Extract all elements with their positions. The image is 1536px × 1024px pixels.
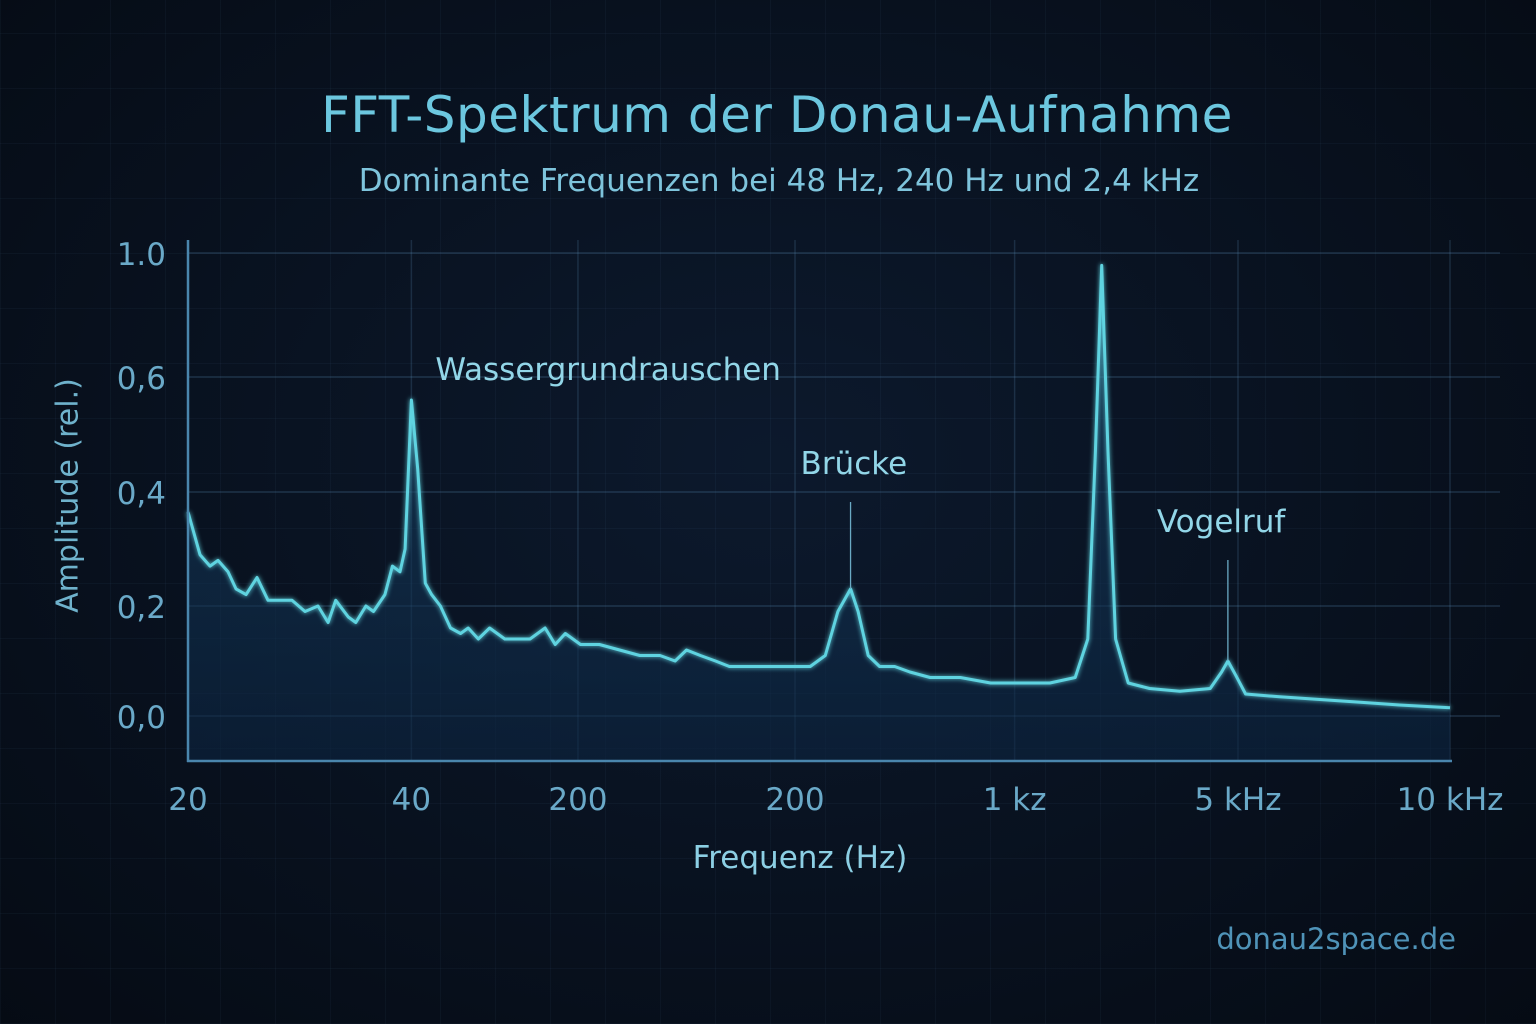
y-tick-label: 0,0 [117, 700, 166, 736]
annotation-label: Brücke [801, 446, 908, 482]
chart-subtitle: Dominante Frequenzen bei 48 Hz, 240 Hz u… [358, 163, 1200, 199]
x-tick-label: 200 [765, 782, 824, 818]
credit-link[interactable]: donau2space.de [1216, 922, 1456, 956]
y-tick-label: 0,4 [117, 476, 166, 512]
x-tick-label: 10 kHz [1397, 782, 1504, 818]
annotation-label: Wassergrundrauschen [435, 352, 781, 388]
x-tick-label: 20 [168, 782, 207, 818]
x-tick-label: 5 kHz [1194, 782, 1281, 818]
annotation-label: Vogelruf [1157, 504, 1287, 540]
x-tick-label: 200 [548, 782, 607, 818]
y-tick-label: 1.0 [117, 237, 166, 273]
spectrum-line [186, 263, 1451, 710]
x-tick-label: 40 [392, 782, 431, 818]
y-tick-label: 0,2 [117, 590, 166, 626]
y-tick-label: 0,6 [117, 361, 166, 397]
x-axis-label: Frequenz (Hz) [692, 840, 908, 876]
chart-title: FFT-Spektrum der Donau-Aufnahme [321, 86, 1233, 144]
x-tick-label: 1 kz [983, 782, 1047, 818]
